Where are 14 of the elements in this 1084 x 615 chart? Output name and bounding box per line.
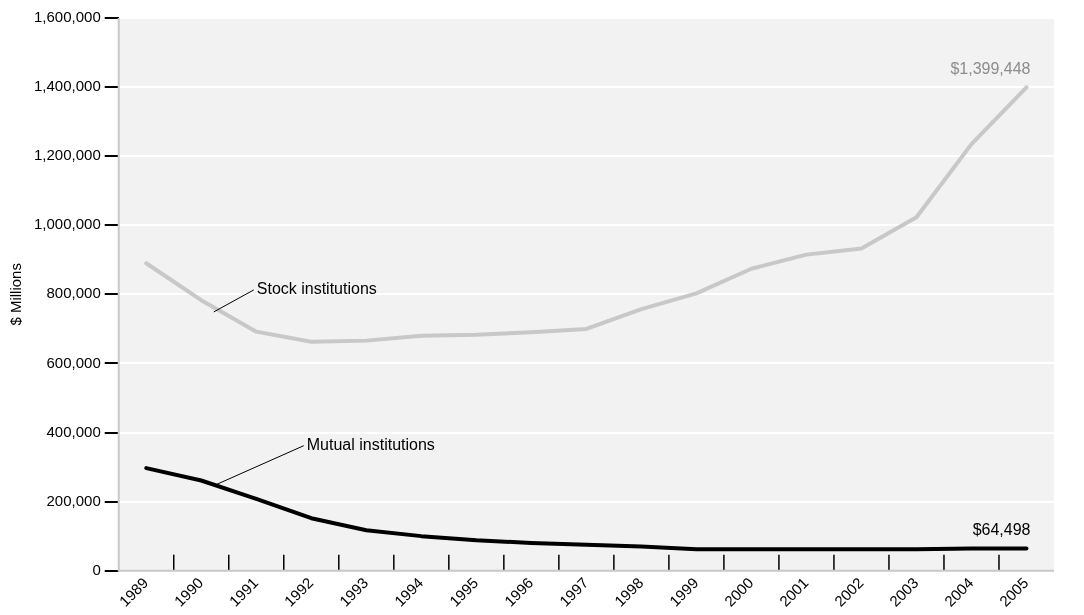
- y-tick-label: 0: [92, 560, 101, 578]
- text: Mutual institutions: [306, 436, 435, 454]
- data-label: $64,498: [972, 520, 1031, 538]
- data-label: $1,399,448: [950, 59, 1031, 77]
- y-tick-label: 1,400,000: [34, 77, 101, 95]
- y-tick-label: 1,600,000: [34, 8, 101, 26]
- y-axis-title: $ Millions: [7, 263, 25, 326]
- y-tick-label: 600,000: [46, 353, 101, 371]
- y-tick-label: 800,000: [46, 284, 101, 302]
- y-tick-label: 400,000: [46, 422, 101, 440]
- y-tick-label: 1,000,000: [34, 215, 101, 233]
- y-tick-label: 200,000: [46, 491, 101, 509]
- series-label: Stock institutions: [256, 280, 377, 298]
- y-tick-label: 1,200,000: [34, 146, 101, 164]
